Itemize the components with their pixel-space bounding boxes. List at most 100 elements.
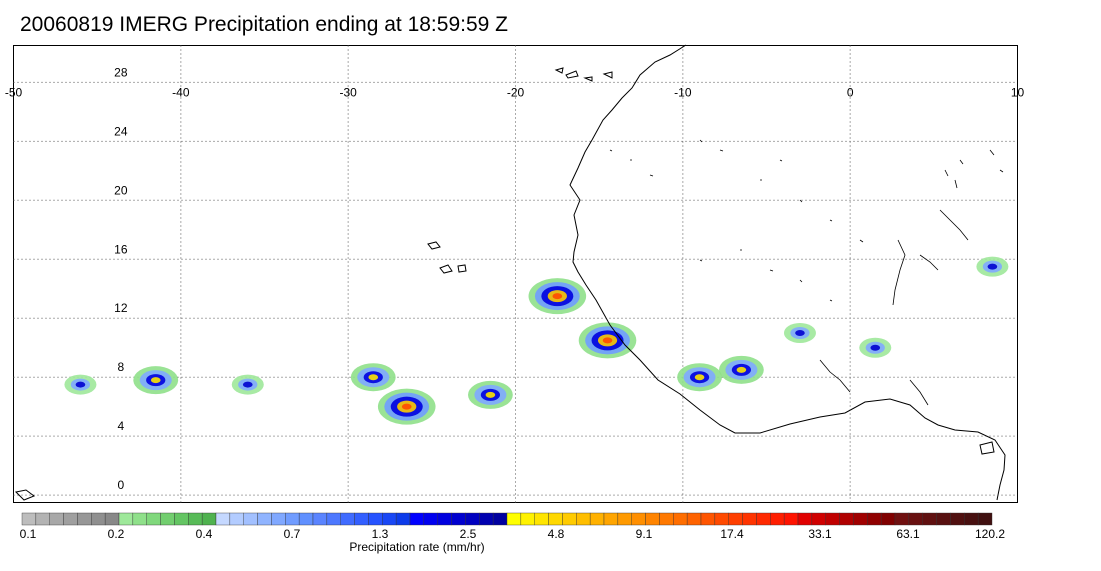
colorbar-swatch (562, 512, 577, 526)
colorbar-swatch (21, 512, 37, 526)
precip-cell (859, 337, 892, 358)
colorbar-swatch (104, 512, 120, 526)
colorbar-swatch (839, 512, 854, 526)
precip-ring (870, 344, 881, 351)
colorbar-swatch (894, 512, 910, 526)
colorbar-label: 1.3 (372, 527, 389, 541)
axis-ticks: -50 -40 -30 -20 -10 0 10 0 4 8 12 16 20 24 28 (5, 65, 1025, 492)
lon-tick-label: -10 (674, 85, 692, 99)
colorbar-swatch (603, 512, 619, 526)
colorbar-swatch (548, 512, 563, 526)
colorbar-swatch (312, 512, 328, 526)
colorbar-label: 120.2 (975, 527, 1005, 541)
lat-tick-label: 28 (114, 65, 128, 79)
colorbar-label: 33.1 (808, 527, 832, 541)
colorbar-label: 17.4 (720, 527, 744, 541)
colorbar: 0.1 0.2 0.4 0.7 1.3 2.5 4.8 9.1 17.4 33.1 63.1 120.… (20, 512, 1005, 554)
precip-cell (231, 374, 264, 395)
colorbar-swatch (964, 512, 979, 526)
precip-ring (736, 366, 747, 373)
colorbar-swatch (271, 512, 286, 526)
island-coast (457, 264, 467, 273)
colorbar-label: 4.8 (548, 527, 565, 541)
river-lines (819, 209, 969, 406)
colorbar-swatch (950, 512, 965, 526)
colorbar-swatch (783, 512, 799, 526)
lon-tick-label: -20 (507, 85, 525, 99)
lon-tick-label: 10 (1011, 85, 1025, 99)
lat-tick-label: 8 (117, 360, 124, 374)
colorbar-swatch (742, 512, 757, 526)
colorbar-swatch (728, 512, 743, 526)
colorbar-swatch (617, 512, 632, 526)
colorbar-swatch (576, 512, 591, 526)
precip-cell (64, 374, 97, 395)
colorbar-swatch (770, 512, 785, 526)
precip-ring (694, 374, 705, 381)
lat-tick-label: 0 (117, 478, 124, 492)
precip-cell (719, 355, 764, 384)
colorbar-swatch (201, 512, 217, 526)
africa-coastline (569, 44, 1006, 501)
colorbar-swatch (326, 512, 341, 526)
lon-tick-label: -40 (172, 85, 190, 99)
colorbar-swatch (825, 512, 840, 526)
lat-tick-label: 4 (117, 419, 124, 433)
colorbar-swatch (686, 512, 702, 526)
island-coast (427, 241, 441, 250)
precip-cell (350, 363, 396, 392)
colorbar-label: 0.4 (196, 527, 213, 541)
precip-cell (133, 366, 179, 395)
lat-tick-label: 12 (114, 301, 128, 315)
colorbar-swatch (479, 512, 494, 526)
island-coast (565, 70, 579, 79)
colorbar-swatch (285, 512, 300, 526)
colorbar-swatch (534, 512, 549, 526)
colorbar-swatch (867, 512, 882, 526)
colorbar-swatch (257, 512, 272, 526)
lat-tick-label: 24 (114, 124, 128, 138)
colorbar-swatch (492, 512, 508, 526)
lat-tick-label: 16 (114, 242, 128, 256)
precip-ring (401, 403, 412, 410)
island-coast (602, 71, 613, 79)
colorbar-swatch (91, 512, 106, 526)
precip-cell (578, 322, 637, 359)
colorbar-swatch (922, 512, 937, 526)
colorbar-label: 2.5 (460, 527, 477, 541)
island-coast (554, 67, 564, 74)
precip-ring (602, 337, 613, 344)
colorbar-swatch (298, 512, 314, 526)
colorbar-swatch (395, 512, 411, 526)
colorbar-swatch (936, 512, 951, 526)
precip-ring (75, 381, 86, 388)
colorbar-label: 9.1 (636, 527, 653, 541)
colorbar-swatch (700, 512, 716, 526)
precip-cell (468, 380, 513, 409)
colorbar-label: 0.2 (108, 527, 125, 541)
colorbar-swatch (160, 512, 175, 526)
precip-cell (377, 388, 436, 425)
precip-cell (783, 322, 816, 343)
colorbar-swatch (520, 512, 535, 526)
inland-specks (609, 139, 1004, 302)
colorbar-swatch (908, 512, 923, 526)
colorbar-swatch (451, 512, 466, 526)
colorbar-label: 0.7 (284, 527, 301, 541)
colorbar-swatch (645, 512, 660, 526)
colorbar-swatch (714, 512, 729, 526)
precip-cell (677, 363, 722, 392)
precip-ring (242, 381, 253, 388)
colorbar-swatch (506, 512, 522, 526)
colorbar-swatch (589, 512, 605, 526)
precip-ring (485, 391, 496, 398)
precip-ring (552, 293, 563, 300)
map-title: 20060819 IMERG Precipitation ending at 1… (20, 13, 508, 36)
colorbar-label: 0.1 (20, 527, 37, 541)
precip-ring (150, 377, 161, 384)
island-coast (14, 489, 36, 501)
colorbar-swatch (354, 512, 369, 526)
colorbar-swatch (63, 512, 78, 526)
colorbar-swatch (659, 512, 674, 526)
island-coast (979, 441, 995, 455)
